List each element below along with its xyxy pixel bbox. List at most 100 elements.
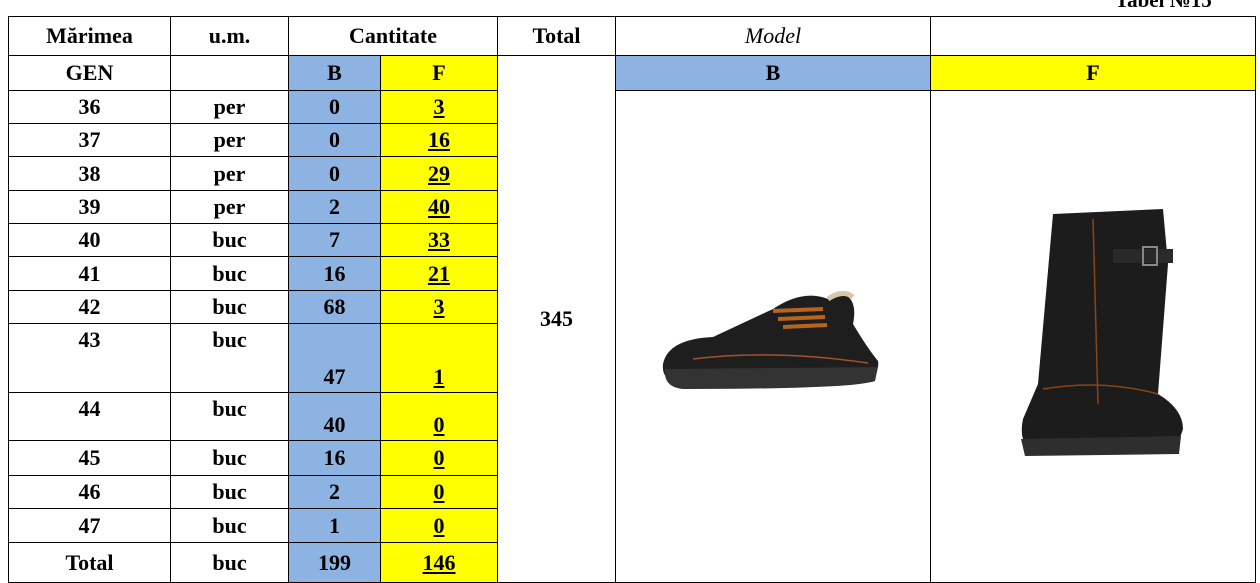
size-cell: 42	[9, 291, 171, 324]
header-cell: Cantitate	[289, 17, 498, 56]
unit-cell-text: per	[214, 161, 246, 186]
header-cell: Model	[616, 17, 931, 56]
value-b-text: 0	[329, 161, 340, 186]
total-f: 146	[381, 543, 498, 583]
value-f-text: 29	[428, 161, 450, 186]
unit-cell-text: per	[214, 127, 246, 152]
model-label: B	[616, 56, 931, 91]
size-cell: 37	[9, 124, 171, 157]
size-cell-text: 46	[79, 479, 101, 504]
total-b-text: 199	[318, 550, 351, 575]
header-cell-text: u.m.	[209, 23, 251, 48]
value-f: 0	[381, 393, 498, 441]
unit-cell-text: buc	[212, 513, 246, 538]
size-cell-text: 44	[79, 396, 101, 421]
value-f-text: 21	[428, 261, 450, 286]
value-f-text: 0	[434, 513, 445, 538]
unit-cell: buc	[171, 224, 289, 257]
value-b-text: 40	[324, 412, 346, 437]
size-cell-text: 38	[79, 161, 101, 186]
size-cell-text: 47	[79, 513, 101, 538]
value-f: 3	[381, 91, 498, 124]
value-b-text: 7	[329, 227, 340, 252]
value-f-text: 40	[428, 194, 450, 219]
value-f-text: 33	[428, 227, 450, 252]
total-unit: buc	[171, 543, 289, 583]
size-cell-text: 37	[79, 127, 101, 152]
unit-cell-text: per	[214, 94, 246, 119]
total-f-text: 146	[423, 550, 456, 575]
size-cell: 45	[9, 441, 171, 476]
value-b: 47	[289, 324, 381, 393]
value-b: 2	[289, 191, 381, 224]
unit-cell: buc	[171, 257, 289, 291]
header-cell: Total	[498, 17, 616, 56]
total-label-text: Total	[65, 550, 113, 575]
unit-cell: buc	[171, 393, 289, 441]
size-cell: 47	[9, 509, 171, 543]
grand-total-text: 345	[540, 306, 573, 331]
unit-cell: per	[171, 124, 289, 157]
value-f: 29	[381, 157, 498, 191]
value-b-text: 47	[324, 364, 346, 389]
value-b: 40	[289, 393, 381, 441]
size-cell: 43	[9, 324, 171, 393]
value-f: 40	[381, 191, 498, 224]
value-b: 0	[289, 157, 381, 191]
model-image-b	[616, 91, 931, 583]
value-b-text: 68	[324, 294, 346, 319]
gen-cell: GEN	[9, 56, 171, 91]
grand-total: 345	[498, 56, 616, 583]
unit-cell-text: buc	[212, 261, 246, 286]
value-f-text: 3	[434, 294, 445, 319]
header-cell-text: Total	[532, 23, 580, 48]
value-b-text: 16	[324, 445, 346, 470]
boot-image	[993, 204, 1193, 464]
unit-cell: buc	[171, 509, 289, 543]
gen-cell	[171, 56, 289, 91]
unit-cell: per	[171, 91, 289, 124]
unit-cell-text: buc	[212, 327, 246, 352]
value-f: 0	[381, 509, 498, 543]
size-cell-text: 42	[79, 294, 101, 319]
unit-cell: per	[171, 191, 289, 224]
value-f: 3	[381, 291, 498, 324]
value-b-text: 2	[329, 479, 340, 504]
size-cell: 40	[9, 224, 171, 257]
value-b: 0	[289, 91, 381, 124]
value-b: 68	[289, 291, 381, 324]
value-f: 21	[381, 257, 498, 291]
value-b-text: 1	[329, 513, 340, 538]
unit-cell: per	[171, 157, 289, 191]
size-cell-text: 39	[79, 194, 101, 219]
gen-cell-text: F	[432, 60, 445, 85]
value-b: 1	[289, 509, 381, 543]
value-f: 33	[381, 224, 498, 257]
value-f: 0	[381, 476, 498, 509]
unit-cell-text: buc	[212, 479, 246, 504]
header-cell: Mărimea	[9, 17, 171, 56]
unit-cell: buc	[171, 441, 289, 476]
total-label: Total	[9, 543, 171, 583]
value-b-text: 2	[329, 194, 340, 219]
unit-cell: buc	[171, 476, 289, 509]
header-cell: u.m.	[171, 17, 289, 56]
value-b-text: 0	[329, 94, 340, 119]
size-cell: 39	[9, 191, 171, 224]
value-f: 0	[381, 441, 498, 476]
value-b: 16	[289, 257, 381, 291]
value-b-text: 0	[329, 127, 340, 152]
value-f-text: 0	[434, 445, 445, 470]
gen-cell: F	[381, 56, 498, 91]
value-b-text: 16	[324, 261, 346, 286]
value-f-text: 1	[434, 364, 445, 389]
value-f-text: 0	[434, 479, 445, 504]
page: {"caption": "Tabel №15", "header": {"siz…	[0, 0, 1260, 583]
table-row: Mărimea u.m. Cantitate Total Model	[9, 17, 1256, 56]
value-f-text: 3	[434, 94, 445, 119]
table-row: 36 per 0 3	[9, 91, 1256, 124]
value-f-text: 16	[428, 127, 450, 152]
size-cell: 36	[9, 91, 171, 124]
size-cell: 38	[9, 157, 171, 191]
